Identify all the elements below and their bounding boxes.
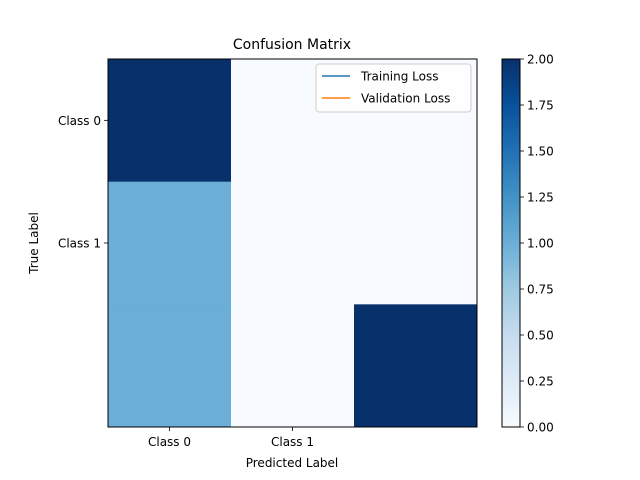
- x-axis-label: Predicted Label: [246, 456, 339, 470]
- colorbar-tick-label: 1.00: [527, 237, 554, 251]
- colorbar-tick-label: 1.50: [527, 145, 554, 159]
- colorbar-tick-label: 1.75: [527, 99, 554, 113]
- colorbar-tick-label: 0.50: [527, 329, 554, 343]
- legend-label-training-loss: Training Loss: [360, 70, 438, 84]
- colorbar: [501, 58, 521, 428]
- legend-label-validation-loss: Validation Loss: [361, 92, 450, 106]
- heatmap-cell: [354, 181, 478, 305]
- y-tick-label: Class 1: [58, 237, 101, 251]
- chart-title: Confusion Matrix: [233, 37, 351, 53]
- heatmap-cell: [231, 304, 355, 428]
- x-axis-ticks: Class 0 Class 1: [148, 427, 314, 449]
- heatmap-cell: [108, 304, 232, 428]
- x-tick-label: Class 0: [148, 435, 191, 449]
- colorbar-tick-label: 2.00: [527, 53, 554, 67]
- heatmap-cells: [108, 59, 478, 428]
- colorbar-ticks: 0.00 0.25 0.50 0.75 1.00 1.25 1.50 1.75 2.00: [520, 53, 554, 435]
- y-axis-label: True Label: [27, 212, 41, 275]
- colorbar-tick-label: 0.25: [527, 375, 554, 389]
- legend-box: [315, 63, 472, 113]
- y-axis-ticks: Class 0 Class 1: [58, 114, 108, 251]
- colorbar-tick-label: 0.00: [527, 421, 554, 435]
- colorbar-tick-label: 0.75: [527, 283, 554, 297]
- y-tick-label: Class 0: [58, 114, 101, 128]
- x-tick-label: Class 1: [271, 435, 314, 449]
- colorbar-tick-label: 1.25: [527, 191, 554, 205]
- heatmap-cell: [108, 59, 232, 183]
- heatmap-cell: [231, 181, 355, 305]
- legend: Training Loss Validation Loss: [315, 63, 472, 113]
- heatmap-cell: [354, 304, 478, 428]
- heatmap-cell: [108, 181, 232, 305]
